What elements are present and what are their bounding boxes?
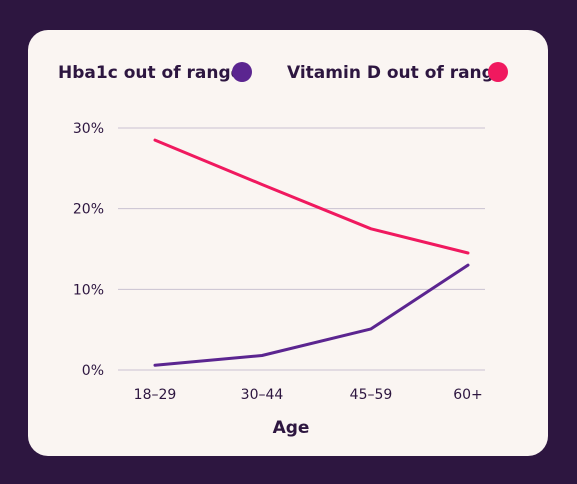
x-axis-ticks: 18–29 30–44 45–59 60+ bbox=[134, 387, 483, 403]
y-tick-label: 20% bbox=[73, 202, 104, 218]
x-axis-label: Age bbox=[273, 418, 310, 438]
y-axis-ticks: 0% 10% 20% 30% bbox=[73, 121, 104, 379]
y-tick-label: 0% bbox=[82, 363, 104, 379]
legend-marker-hba1c bbox=[232, 62, 252, 82]
gridlines bbox=[118, 127, 485, 371]
series-lines bbox=[153, 138, 470, 367]
series-line-vitamin-d bbox=[153, 138, 470, 255]
legend-label-hba1c: Hba1c out of range bbox=[58, 63, 242, 83]
x-tick-label: 18–29 bbox=[134, 387, 177, 403]
x-tick-label: 60+ bbox=[453, 387, 483, 403]
x-tick-label: 45–59 bbox=[350, 387, 393, 403]
chart-card bbox=[28, 30, 548, 456]
x-tick-label: 30–44 bbox=[241, 387, 284, 403]
legend-marker-vitamin-d bbox=[488, 62, 508, 82]
y-tick-label: 30% bbox=[73, 121, 104, 137]
y-tick-label: 10% bbox=[73, 282, 104, 298]
series-line-hba1c bbox=[153, 263, 470, 367]
legend-label-vitamin-d: Vitamin D out of range bbox=[287, 63, 505, 83]
